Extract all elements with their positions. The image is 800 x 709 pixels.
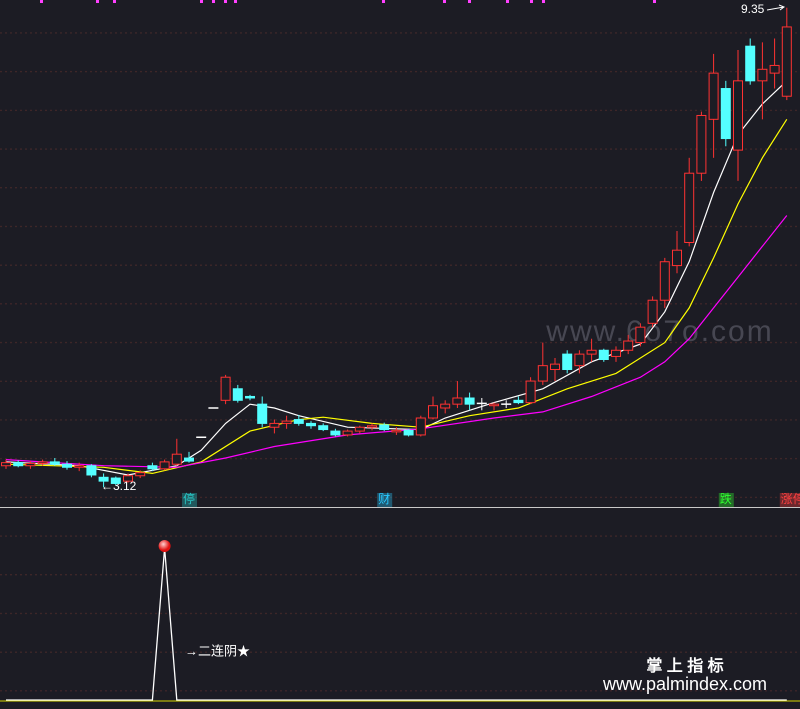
- candle-body: [733, 80, 743, 151]
- candle-body: [98, 476, 109, 482]
- high-label: 9.35: [741, 2, 765, 16]
- candle-body: [232, 388, 243, 401]
- candle-body: [1, 462, 11, 467]
- signal-box: [182, 493, 197, 507]
- signal-label: 涨停: [781, 491, 800, 506]
- candle-body: [123, 475, 133, 482]
- candle-body: [672, 249, 682, 267]
- candle-body: [25, 462, 36, 467]
- candle-body: [147, 465, 158, 470]
- signal-box: [779, 493, 800, 507]
- candle-body: [367, 425, 377, 428]
- signal-label: 财: [378, 492, 390, 506]
- candle-body: [513, 399, 524, 404]
- candle-body: [62, 463, 72, 468]
- signal-label: 停: [183, 491, 195, 506]
- candle-body: [598, 349, 609, 361]
- candle-body: [220, 376, 231, 401]
- grid-background: [0, 515, 800, 695]
- candle-body: [415, 417, 426, 436]
- candle-body: [184, 457, 194, 462]
- candle-body: [452, 397, 463, 405]
- candle-body: [440, 403, 451, 409]
- candle-body: [720, 88, 731, 140]
- signal-box: [377, 493, 393, 507]
- candle-body: [171, 453, 182, 465]
- candle-body: [403, 429, 414, 436]
- candle-body: [354, 426, 365, 432]
- candle-body: [86, 465, 97, 476]
- candle-body: [37, 461, 48, 464]
- watermark: www.6o7o.com: [545, 315, 773, 348]
- candle-body: [74, 465, 85, 468]
- candle-body: [525, 380, 536, 404]
- candle-body: [49, 461, 60, 465]
- candle-body: [159, 461, 170, 470]
- signal-annotation: →二连阴★: [185, 643, 250, 658]
- candle-body: [318, 425, 329, 431]
- candle-body: [781, 26, 792, 97]
- candle-body: [757, 68, 768, 82]
- grid-background: [0, 0, 800, 505]
- candle-body: [379, 424, 390, 431]
- candle-body: [110, 477, 121, 484]
- signal-dot: [158, 540, 171, 552]
- candle-body: [13, 462, 24, 467]
- candle-body: [696, 114, 707, 174]
- site: www.palmindex.com: [602, 674, 767, 694]
- candle-body: [684, 172, 695, 243]
- candle-body: [245, 395, 255, 399]
- candle-body: [257, 403, 268, 424]
- candle-body: [293, 419, 304, 424]
- signal-box: [718, 493, 734, 507]
- candle-body: [269, 422, 280, 428]
- candle-body: [306, 422, 316, 427]
- candle-body: [391, 429, 402, 433]
- candle-body: [574, 353, 585, 367]
- ma-line: [5, 215, 788, 468]
- candle-body: [135, 472, 146, 477]
- candle-body: [611, 349, 621, 357]
- high-arrow: [766, 4, 786, 11]
- candle-body: [464, 397, 475, 405]
- candle-body: [586, 349, 597, 355]
- candle-body: [635, 326, 646, 344]
- indicator-line: [6, 547, 787, 701]
- candle-body: [745, 45, 756, 82]
- candle-body: [537, 365, 548, 382]
- signal-label: 跌: [720, 491, 732, 506]
- candle-body: [281, 420, 292, 424]
- candle-body: [489, 403, 499, 407]
- candle-body: [769, 64, 780, 74]
- candle-body: [562, 353, 573, 371]
- candle-body: [428, 405, 438, 419]
- candle-body: [708, 72, 719, 120]
- candle-body: [330, 430, 341, 436]
- candle-body: [647, 299, 658, 324]
- ma-line: [5, 118, 788, 475]
- candle-body: [623, 340, 634, 351]
- candle-body: [659, 261, 670, 301]
- candle-body: [550, 363, 560, 371]
- candle-body: [342, 430, 353, 436]
- top-dots: [40, 0, 656, 3]
- brand: 掌 上 指 标: [646, 656, 723, 675]
